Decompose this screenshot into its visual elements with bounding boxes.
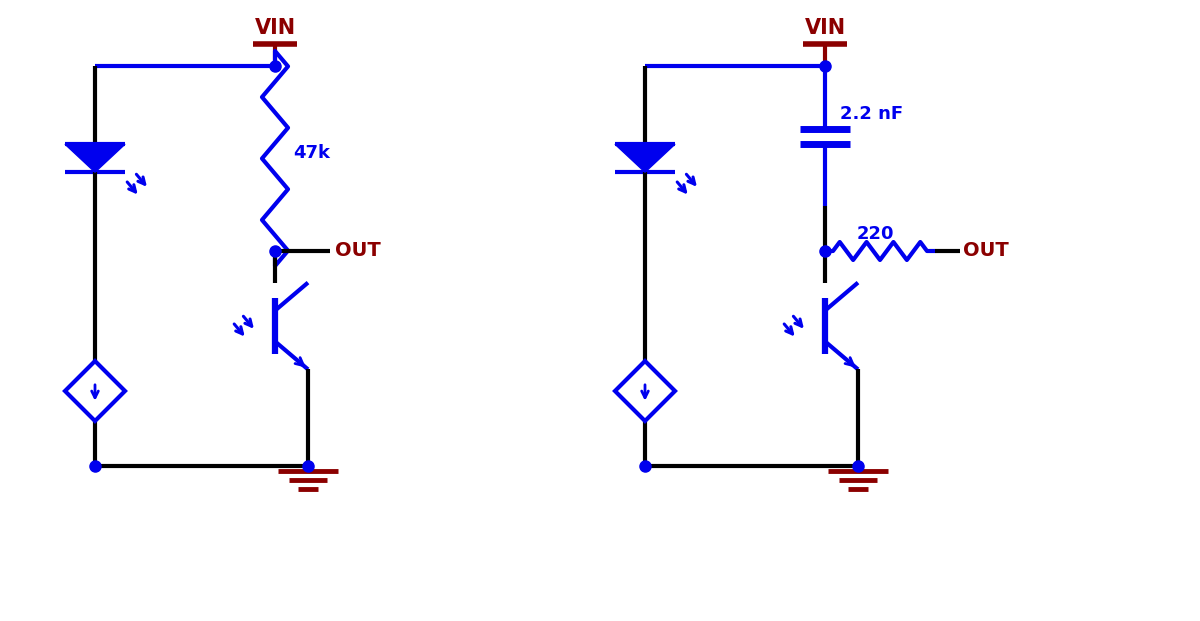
- Text: VIN: VIN: [804, 18, 846, 38]
- Text: OUT: OUT: [962, 242, 1009, 260]
- Text: 2.2 nF: 2.2 nF: [840, 105, 904, 123]
- Text: 47k: 47k: [293, 145, 330, 163]
- Polygon shape: [616, 144, 674, 172]
- Polygon shape: [65, 144, 125, 172]
- Polygon shape: [65, 361, 125, 421]
- Polygon shape: [616, 361, 674, 421]
- Text: VIN: VIN: [254, 18, 295, 38]
- Text: 220: 220: [857, 225, 894, 243]
- Text: OUT: OUT: [335, 242, 380, 260]
